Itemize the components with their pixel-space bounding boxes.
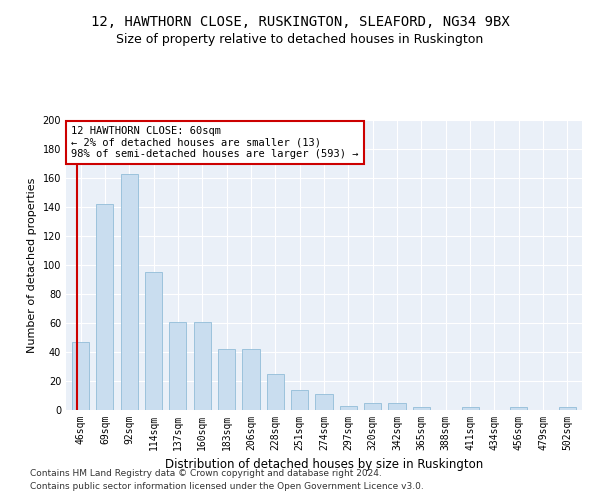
Bar [169,322,187,410]
Bar [340,406,357,410]
Bar [316,394,332,410]
Bar [291,390,308,410]
Bar [510,407,527,410]
Bar [145,272,162,410]
Bar [72,342,89,410]
Bar [121,174,138,410]
Bar [389,403,406,410]
Bar [97,204,113,410]
Bar [194,322,211,410]
Text: Contains HM Land Registry data © Crown copyright and database right 2024.: Contains HM Land Registry data © Crown c… [30,468,382,477]
X-axis label: Distribution of detached houses by size in Ruskington: Distribution of detached houses by size … [165,458,483,471]
Bar [242,349,260,410]
Bar [413,407,430,410]
Text: 12, HAWTHORN CLOSE, RUSKINGTON, SLEAFORD, NG34 9BX: 12, HAWTHORN CLOSE, RUSKINGTON, SLEAFORD… [91,15,509,29]
Text: Size of property relative to detached houses in Ruskington: Size of property relative to detached ho… [116,32,484,46]
Text: Contains public sector information licensed under the Open Government Licence v3: Contains public sector information licen… [30,482,424,491]
Bar [559,407,576,410]
Bar [218,349,235,410]
Y-axis label: Number of detached properties: Number of detached properties [27,178,37,352]
Bar [461,407,479,410]
Bar [364,403,381,410]
Bar [267,374,284,410]
Text: 12 HAWTHORN CLOSE: 60sqm
← 2% of detached houses are smaller (13)
98% of semi-de: 12 HAWTHORN CLOSE: 60sqm ← 2% of detache… [71,126,359,159]
